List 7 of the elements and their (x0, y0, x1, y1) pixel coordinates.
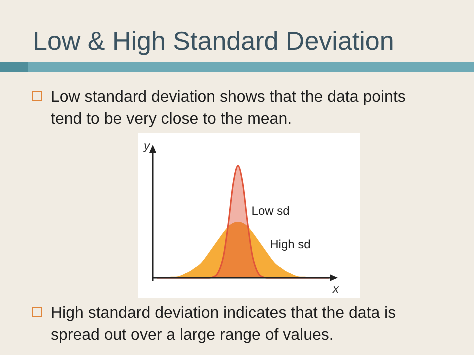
y-axis-title: y (143, 139, 151, 153)
chart-title: Low & High Standard Deviation (33, 26, 394, 56)
text: High standard deviation indicates that the data is spread out over a large range of values. (51, 305, 396, 344)
text: Low standard deviation shows that the data points tend to be very close to the mean. (51, 89, 406, 128)
x-axis-title: x (332, 282, 340, 296)
series-label: High sd (270, 237, 311, 252)
series-label: Low sd (252, 204, 290, 218)
